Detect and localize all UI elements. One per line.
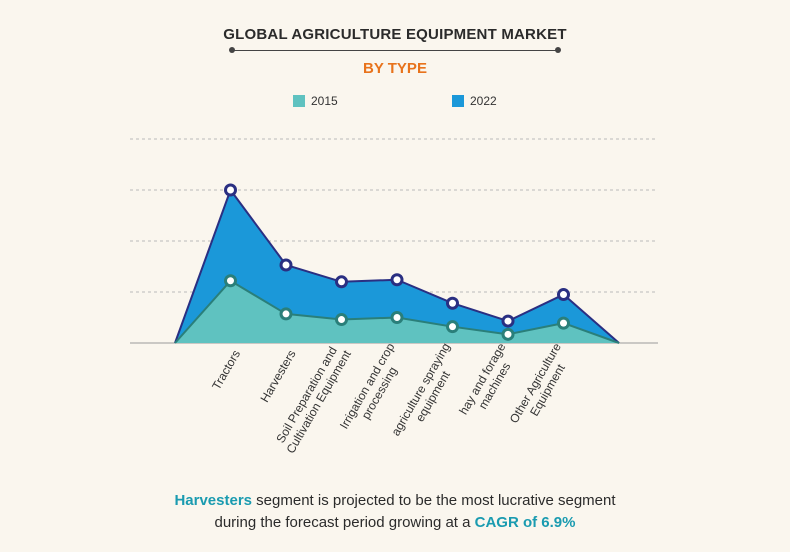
point-center-2022-5 (449, 299, 456, 307)
x-tick-label-7: Other AgricultureEquipment (507, 340, 576, 432)
area-2022 (175, 190, 619, 343)
x-tick-label-1: Tractors (209, 348, 243, 393)
legend-item-2015: 2015 (293, 94, 338, 108)
point-center-2015-4 (393, 314, 401, 321)
point-center-2022-1 (227, 186, 234, 194)
x-tick-label-5: agriculture sprayingequipment (388, 341, 465, 446)
x-tick-label-2: Harvesters (257, 348, 298, 405)
point-center-2015-1 (227, 277, 234, 285)
point-center-2022-6 (504, 317, 512, 325)
chart-title: GLOBAL AGRICULTURE EQUIPMENT MARKET (223, 26, 567, 43)
footnote-text-2: during the forecast period growing at a (214, 514, 475, 531)
point-center-2022-2 (282, 261, 290, 269)
legend-swatch-2022 (452, 95, 464, 107)
point-center-2015-7 (560, 319, 567, 327)
legend-item-2022: 2022 (452, 94, 497, 108)
footnote-highlight-cagr: CAGR of 6.9% (474, 514, 576, 531)
point-center-2022-3 (338, 278, 345, 286)
legend-swatch-2015 (293, 95, 305, 107)
title-divider (229, 47, 561, 53)
point-center-2022-4 (393, 276, 401, 284)
x-tick-label-line: Harvesters (257, 348, 298, 405)
chart-subtitle: BY TYPE (363, 60, 427, 77)
legend-label-2022: 2022 (470, 94, 497, 108)
footnote: Harvesters segment is projected to be th… (0, 490, 790, 534)
area-2015 (175, 280, 619, 343)
point-center-2015-5 (449, 323, 456, 331)
footnote-highlight-segment: Harvesters (174, 492, 253, 509)
footnote-text-1: segment is projected to be the most lucr… (252, 492, 616, 509)
x-tick-label-line: Tractors (209, 348, 243, 393)
point-center-2022-7 (560, 291, 567, 299)
point-center-2015-2 (282, 310, 290, 318)
point-center-2015-6 (504, 330, 512, 338)
point-center-2015-3 (338, 316, 345, 324)
legend-label-2015: 2015 (311, 94, 338, 108)
